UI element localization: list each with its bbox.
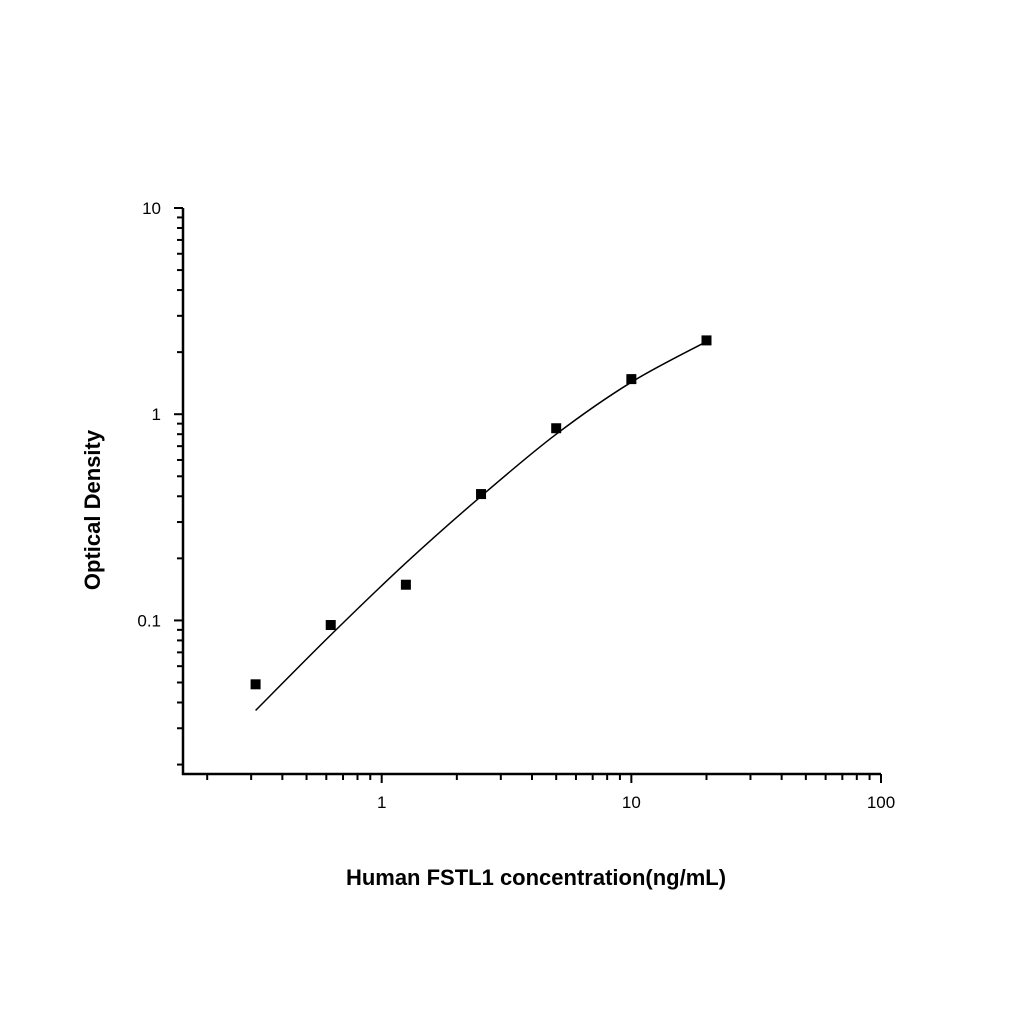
data-point <box>476 489 487 500</box>
x-axis-title: Human FSTL1 concentration(ng/mL) <box>346 865 726 890</box>
data-point <box>250 679 261 690</box>
data-point <box>400 579 411 590</box>
data-point <box>551 423 562 434</box>
axes <box>174 207 882 783</box>
y-tick-label: 10 <box>142 199 161 218</box>
data-point <box>701 335 712 346</box>
y-tick-label: 0.1 <box>137 611 161 630</box>
tick-labels: 1 10 100 0.1 1 10 <box>137 199 895 812</box>
plot-area <box>250 335 712 711</box>
x-tick-label: 100 <box>867 793 895 812</box>
data-point <box>325 620 336 631</box>
x-tick-label: 1 <box>377 793 386 812</box>
y-tick-label: 1 <box>152 405 161 424</box>
y-axis-title: Optical Density <box>80 429 105 590</box>
fit-curve <box>255 340 707 711</box>
data-point <box>626 374 637 385</box>
x-tick-label: 10 <box>622 793 641 812</box>
